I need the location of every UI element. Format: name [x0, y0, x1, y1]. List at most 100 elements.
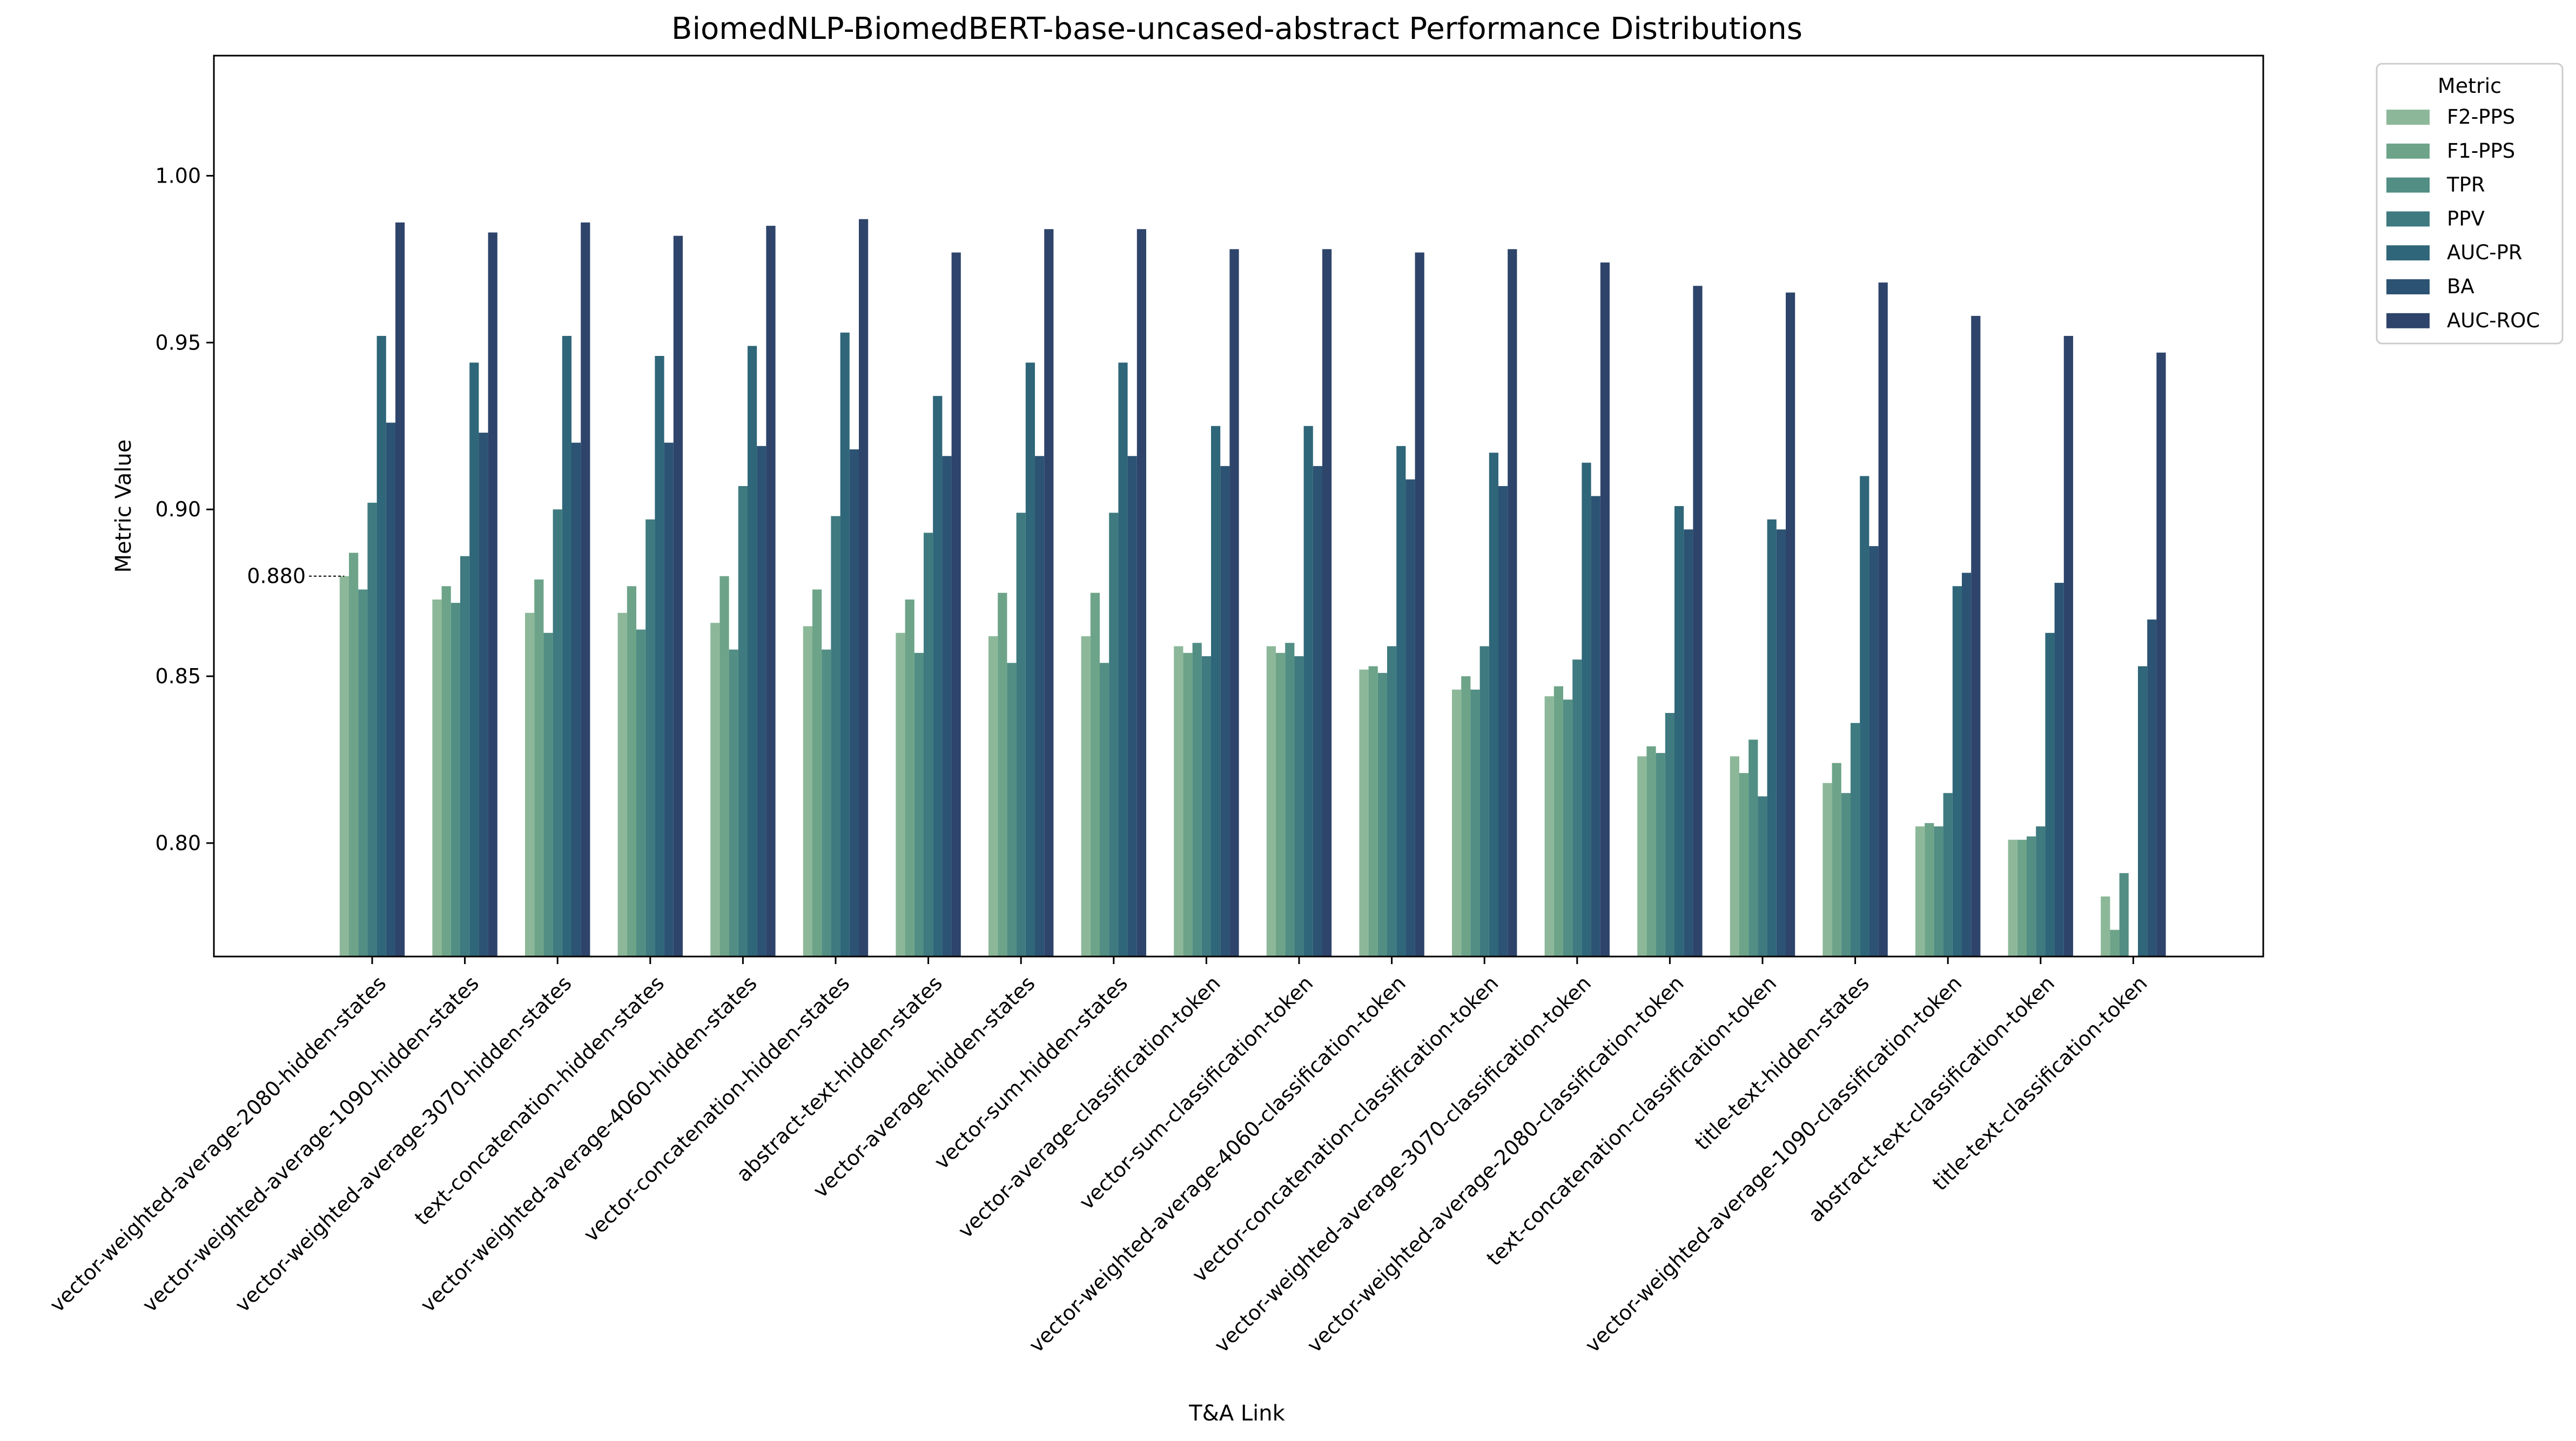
- bar-auc-roc-10: [1322, 249, 1332, 957]
- bar-f1-pps-2: [534, 579, 544, 957]
- legend-label-ppv: PPV: [2447, 207, 2485, 230]
- legend-swatch-ba: [2386, 279, 2430, 294]
- bar-ba-10: [1313, 466, 1322, 957]
- legend: Metric F2-PPS F1-PPS TPR PPV AUC-PR BA AUC-ROC: [2376, 63, 2564, 345]
- bar-tpr-2: [543, 632, 553, 957]
- bar-f2-pps-8: [1081, 636, 1091, 957]
- bar-auc-pr-12: [1489, 453, 1498, 957]
- bar-tpr-17: [1934, 826, 1943, 957]
- bar-tpr-3: [636, 629, 646, 957]
- bar-f2-pps-19: [2101, 896, 2110, 957]
- bar-auc-pr-14: [1674, 506, 1684, 957]
- bar-f1-pps-0: [349, 553, 359, 957]
- plot-frame: [213, 55, 2264, 958]
- bar-auc-roc-5: [859, 219, 869, 957]
- bar-ppv-7: [1016, 513, 1026, 957]
- bar-ba-15: [1776, 529, 1786, 957]
- bar-ba-19: [2147, 620, 2157, 957]
- bar-auc-pr-2: [562, 335, 571, 957]
- bar-auc-pr-7: [1025, 362, 1035, 957]
- bar-ppv-3: [645, 519, 655, 957]
- bar-auc-pr-16: [1860, 476, 1869, 957]
- bar-ppv-11: [1387, 646, 1397, 957]
- bar-tpr-12: [1470, 689, 1480, 957]
- bar-tpr-5: [822, 649, 831, 957]
- bar-tpr-9: [1192, 643, 1202, 957]
- bar-f2-pps-12: [1452, 689, 1462, 957]
- bar-auc-roc-11: [1415, 252, 1424, 957]
- bar-auc-roc-2: [581, 222, 590, 957]
- bar-f1-pps-16: [1832, 763, 1841, 957]
- legend-label-ba: BA: [2447, 275, 2474, 298]
- bar-auc-roc-18: [2063, 335, 2073, 957]
- bar-auc-pr-5: [840, 332, 850, 957]
- x-tick-label: vector-sum-hidden-states: [930, 971, 1132, 1174]
- annotation-label: 0.880: [247, 564, 306, 588]
- x-tick-label: vector-weighted-average-3070-hidden-stat…: [231, 971, 576, 1317]
- bar-f2-pps-6: [896, 632, 905, 957]
- bar-auc-pr-3: [655, 356, 664, 957]
- y-axis: 0.80 0.85 0.90 0.95 1.00: [155, 164, 214, 855]
- bar-ppv-1: [460, 556, 470, 957]
- bar-f2-pps-9: [1174, 646, 1183, 957]
- bar-f2-pps-7: [988, 636, 998, 957]
- bar-ppv-2: [553, 509, 562, 957]
- bar-auc-pr-9: [1211, 426, 1221, 957]
- bar-f1-pps-18: [2017, 839, 2027, 957]
- bar-ppv-4: [738, 486, 748, 957]
- bar-ba-17: [1962, 573, 1972, 957]
- bar-f1-pps-5: [812, 589, 822, 957]
- y-tick-label: 0.80: [155, 831, 201, 855]
- bar-ppv-0: [367, 502, 377, 957]
- bar-auc-roc-6: [951, 252, 961, 957]
- bar-auc-pr-4: [748, 346, 757, 957]
- bar-auc-roc-4: [766, 226, 776, 957]
- x-tick-label: vector-weighted-average-2080-hidden-stat…: [45, 971, 391, 1317]
- bar-tpr-14: [1656, 753, 1665, 957]
- bar-auc-pr-0: [376, 335, 386, 957]
- legend-swatch-auc-pr: [2386, 245, 2430, 261]
- bar-ppv-14: [1665, 713, 1674, 957]
- legend-label-f2-pps: F2-PPS: [2447, 105, 2515, 129]
- bar-tpr-11: [1377, 672, 1387, 957]
- bar-ba-4: [757, 446, 766, 957]
- bar-f1-pps-8: [1090, 592, 1100, 957]
- legend-label-auc-pr: AUC-PR: [2447, 241, 2523, 264]
- legend-title: Metric: [2438, 74, 2501, 98]
- bar-ba-5: [849, 449, 859, 957]
- bar-f1-pps-1: [441, 586, 451, 957]
- bar-ba-7: [1035, 456, 1045, 957]
- bar-ppv-6: [924, 533, 933, 957]
- bar-ppv-5: [831, 516, 840, 957]
- legend-swatch-f1-pps: [2386, 143, 2430, 159]
- bar-f1-pps-13: [1553, 686, 1563, 957]
- bar-tpr-1: [450, 603, 460, 957]
- bar-auc-roc-16: [1878, 282, 1888, 957]
- bar-tpr-13: [1563, 699, 1573, 957]
- bar-f1-pps-4: [719, 576, 729, 957]
- chart-title: BiomedNLP-BiomedBERT-base-uncased-abstra…: [671, 11, 1802, 46]
- bar-tpr-10: [1285, 643, 1295, 957]
- bar-auc-pr-11: [1396, 446, 1406, 957]
- bar-tpr-15: [1748, 739, 1758, 957]
- bar-tpr-16: [1841, 793, 1851, 957]
- bar-ppv-13: [1572, 659, 1582, 957]
- bar-auc-roc-12: [1508, 249, 1517, 957]
- bar-ba-12: [1498, 486, 1508, 957]
- bar-auc-roc-3: [673, 235, 683, 957]
- bar-ppv-16: [1851, 723, 1860, 957]
- bar-ba-14: [1684, 529, 1693, 957]
- legend-swatch-tpr: [2386, 177, 2430, 193]
- bar-tpr-7: [1007, 663, 1017, 957]
- bar-f1-pps-11: [1368, 666, 1378, 957]
- bar-tpr-18: [2027, 836, 2036, 957]
- bar-auc-roc-1: [488, 232, 497, 957]
- bar-ba-18: [2054, 583, 2064, 957]
- bar-f1-pps-14: [1646, 746, 1656, 957]
- bar-auc-pr-1: [469, 362, 479, 957]
- bar-ba-9: [1220, 466, 1230, 957]
- legend-label-f1-pps: F1-PPS: [2447, 139, 2515, 163]
- bar-f1-pps-15: [1739, 773, 1749, 957]
- bar-f1-pps-19: [2110, 930, 2120, 957]
- bar-f2-pps-17: [1915, 826, 1925, 957]
